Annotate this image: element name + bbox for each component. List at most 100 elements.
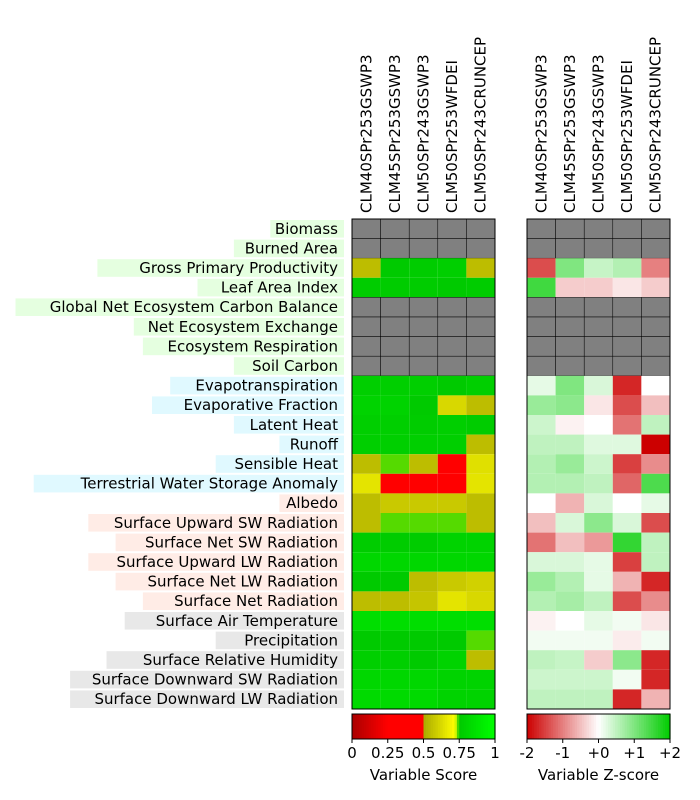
zscore-colorbar-seg-59 (667, 714, 671, 739)
score-colorbar-seg-34 (433, 714, 437, 739)
zscore-colorbar-seg-28 (593, 714, 597, 739)
zscore-cell-6-4 (641, 336, 671, 357)
score-colorbar-seg-45 (459, 714, 463, 739)
zscore-cell-0-4 (641, 218, 671, 239)
zscore-cell-14-3 (612, 493, 642, 513)
score-cell-22-0 (352, 650, 381, 670)
score-colorbar-seg-2 (356, 714, 360, 739)
score-colorbar-seg-1 (354, 714, 358, 739)
score-cell-11-2 (409, 434, 438, 455)
zscore-colorbar-seg-35 (610, 714, 614, 739)
zscore-cell-4-0 (526, 297, 556, 318)
score-colorbar-seg-50 (471, 714, 475, 739)
score-colorbar-seg-4 (361, 714, 365, 739)
score-colorbar-seg-13 (382, 714, 386, 739)
score-cell-10-0 (352, 415, 381, 435)
score-cell-9-0 (352, 395, 381, 415)
score-cell-18-3 (437, 571, 467, 592)
score-cell-23-1 (380, 669, 410, 690)
zscore-cell-18-4 (641, 571, 670, 592)
zscore-cell-6-1 (555, 336, 585, 357)
zscore-cell-11-2 (584, 434, 613, 455)
score-cell-6-2 (408, 336, 439, 357)
zscore-cell-5-1 (555, 316, 585, 337)
score-cell-5-0 (351, 316, 381, 337)
zscore-colorbar-seg-29 (596, 714, 600, 739)
zscore-colorbar-seg-6 (541, 714, 545, 739)
score-colorbar-seg-7 (368, 714, 372, 739)
row-label-18: Surface Net LW Radiation (148, 573, 339, 591)
score-cell-19-2 (409, 591, 438, 611)
zscore-cell-5-4 (641, 316, 671, 337)
zscore-colorbar-seg-30 (598, 714, 602, 739)
score-colorbar-seg-21 (402, 714, 406, 739)
zscore-cell-3-4 (641, 277, 670, 298)
zscore-cell-19-1 (555, 591, 585, 611)
zscore-cell-13-2 (584, 473, 613, 494)
row-label-23: Surface Downward SW Radiation (92, 671, 338, 689)
zscore-colorbar-seg-34 (608, 714, 612, 739)
row-label-6: Ecosystem Respiration (168, 337, 338, 355)
zscore-cell-13-4 (641, 473, 670, 494)
score-cell-17-2 (409, 552, 438, 572)
row-label-bg-11 (279, 435, 344, 454)
zscore-cell-21-2 (584, 630, 613, 651)
score-colorbar-seg-38 (442, 714, 446, 739)
zscore-colorbar-tick-label-0: -2 (520, 744, 535, 762)
zscore-colorbar-seg-52 (650, 714, 654, 739)
score-cell-0-4 (466, 218, 496, 239)
zscore-colorbar-seg-48 (641, 714, 645, 739)
zscore-colorbar-seg-51 (648, 714, 652, 739)
zscore-cell-24-1 (555, 689, 585, 709)
score-colorbar-seg-57 (487, 714, 491, 739)
score-cell-0-0 (351, 218, 381, 239)
zscore-colorbar-seg-5 (538, 714, 542, 739)
zscore-colorbar-seg-14 (560, 714, 564, 739)
zscore-cell-4-3 (612, 297, 642, 318)
score-colorbar-seg-18 (394, 714, 398, 739)
row-label-20: Surface Air Temperature (156, 612, 338, 630)
score-colorbar-seg-35 (435, 714, 439, 739)
zscore-cell-16-1 (555, 532, 585, 553)
zscore-cell-18-3 (612, 571, 642, 592)
zscore-cell-11-0 (527, 434, 556, 455)
zscore-cell-9-2 (584, 395, 613, 415)
score-cell-17-4 (466, 552, 495, 572)
zscore-cell-16-4 (641, 532, 670, 553)
zscore-cell-0-3 (612, 218, 642, 239)
score-cell-14-1 (380, 493, 410, 513)
score-colorbar-seg-56 (485, 714, 489, 739)
row-label-bg-13 (33, 474, 344, 493)
score-col-label-0: CLM40SPr253GSWP3 (357, 54, 375, 213)
zscore-cell-7-4 (641, 355, 671, 377)
zscore-cell-11-4 (641, 434, 670, 455)
zscore-cell-24-2 (584, 689, 613, 709)
zscore-cell-7-3 (612, 355, 642, 377)
score-cell-24-4 (466, 689, 495, 709)
score-cell-20-1 (380, 611, 410, 631)
score-cell-21-1 (380, 630, 410, 651)
row-label-bg-5 (133, 318, 344, 336)
zscore-cell-6-3 (612, 336, 642, 357)
score-cell-4-3 (437, 297, 467, 318)
zscore-colorbar-seg-46 (636, 714, 640, 739)
zscore-colorbar-seg-18 (569, 714, 573, 739)
zscore-cell-24-3 (612, 689, 642, 709)
zscore-cell-2-3 (612, 258, 642, 278)
zscore-cell-20-4 (641, 611, 670, 631)
zscore-colorbar-seg-49 (643, 714, 647, 739)
score-cell-10-4 (466, 415, 495, 435)
score-cell-4-2 (408, 297, 439, 318)
row-label-10: Latent Heat (250, 416, 339, 434)
score-col-label-2: CLM50SPr243GSWP3 (415, 54, 433, 213)
zscore-colorbar-seg-50 (646, 714, 650, 739)
score-colorbar-seg-32 (428, 714, 432, 739)
score-cell-14-0 (352, 493, 381, 513)
score-colorbar-seg-22 (404, 714, 408, 739)
score-colorbar-seg-48 (466, 714, 470, 739)
score-cell-12-0 (352, 454, 381, 474)
row-label-bg-8 (170, 376, 344, 395)
score-cell-9-4 (466, 395, 495, 415)
score-cell-16-1 (380, 532, 410, 553)
